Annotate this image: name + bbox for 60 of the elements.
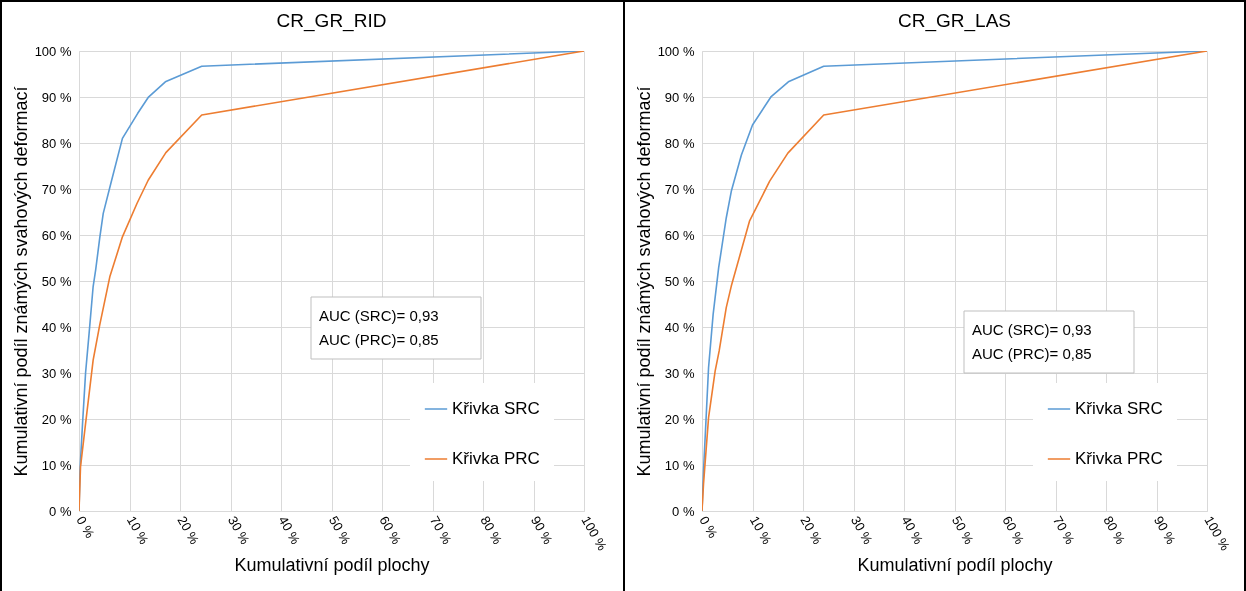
x-tick-label: 20 % bbox=[174, 513, 203, 548]
x-tick-label: 60 % bbox=[999, 513, 1028, 548]
x-tick-label: 0 % bbox=[73, 513, 98, 541]
y-tick-label: 0 % bbox=[672, 503, 695, 519]
x-axis-title: Kumulativní podíl plochy bbox=[234, 554, 430, 575]
y-tick-label: 50 % bbox=[664, 273, 695, 289]
y-tick-label: 50 % bbox=[41, 273, 72, 289]
x-tick-label: 40 % bbox=[275, 513, 304, 548]
y-tick-label: 20 % bbox=[664, 411, 695, 427]
y-axis-title: Kumulativní podíl známých svahových deformací bbox=[10, 86, 31, 477]
x-tick-label: 10 % bbox=[746, 513, 775, 548]
y-tick-label: 30 % bbox=[41, 365, 72, 381]
x-tick-label: 10 % bbox=[123, 513, 152, 548]
x-tick-label: 40 % bbox=[898, 513, 927, 548]
x-tick-label: 100 % bbox=[1201, 513, 1234, 554]
x-tick-label: 50 % bbox=[325, 513, 354, 548]
y-tick-label: 100 % bbox=[657, 43, 695, 59]
x-tick-label: 50 % bbox=[948, 513, 977, 548]
y-tick-label: 60 % bbox=[664, 227, 695, 243]
x-tick-label: 20 % bbox=[797, 513, 826, 548]
annotation: AUC (SRC)= 0,93 bbox=[972, 321, 1092, 338]
x-tick-label: 70 % bbox=[1049, 513, 1078, 548]
x-tick-label: 30 % bbox=[847, 513, 876, 548]
legend-label: Křivka SRC bbox=[452, 399, 540, 418]
y-axis-title: Kumulativní podíl známých svahových deformací bbox=[633, 86, 654, 477]
x-tick-label: 90 % bbox=[527, 513, 556, 548]
chart-title: CR_GR_RID bbox=[276, 10, 387, 32]
x-tick-label: 80 % bbox=[1100, 513, 1129, 548]
x-tick-label: 0 % bbox=[696, 513, 721, 541]
y-tick-label: 90 % bbox=[664, 89, 695, 105]
x-tick-label: 60 % bbox=[376, 513, 405, 548]
x-tick-label: 80 % bbox=[477, 513, 506, 548]
y-tick-label: 70 % bbox=[664, 181, 695, 197]
line-series bbox=[79, 51, 584, 511]
legend-label: Křivka PRC bbox=[452, 449, 540, 468]
line-series bbox=[702, 51, 1207, 511]
annotation: AUC (PRC)= 0,85 bbox=[319, 331, 439, 348]
y-tick-label: 80 % bbox=[41, 135, 72, 151]
annotation: AUC (SRC)= 0,93 bbox=[319, 307, 439, 324]
y-tick-label: 90 % bbox=[41, 89, 72, 105]
x-tick-label: 30 % bbox=[224, 513, 253, 548]
y-tick-label: 100 % bbox=[34, 43, 72, 59]
legend-label: Křivka SRC bbox=[1075, 399, 1163, 418]
annotation: AUC (PRC)= 0,85 bbox=[972, 345, 1092, 362]
y-tick-label: 10 % bbox=[41, 457, 72, 473]
y-tick-label: 40 % bbox=[41, 319, 72, 335]
y-tick-label: 40 % bbox=[664, 319, 695, 335]
y-tick-label: 10 % bbox=[664, 457, 695, 473]
x-tick-label: 90 % bbox=[1150, 513, 1179, 548]
x-tick-label: 100 % bbox=[578, 513, 611, 554]
y-tick-label: 20 % bbox=[41, 411, 72, 427]
y-tick-label: 80 % bbox=[664, 135, 695, 151]
y-tick-label: 30 % bbox=[664, 365, 695, 381]
x-tick-label: 70 % bbox=[426, 513, 455, 548]
chart-title: CR_GR_LAS bbox=[898, 10, 1011, 32]
y-tick-label: 60 % bbox=[41, 227, 72, 243]
y-tick-label: 70 % bbox=[41, 181, 72, 197]
y-tick-label: 0 % bbox=[49, 503, 72, 519]
x-axis-title: Kumulativní podíl plochy bbox=[857, 554, 1053, 575]
legend-label: Křivka PRC bbox=[1075, 449, 1163, 468]
